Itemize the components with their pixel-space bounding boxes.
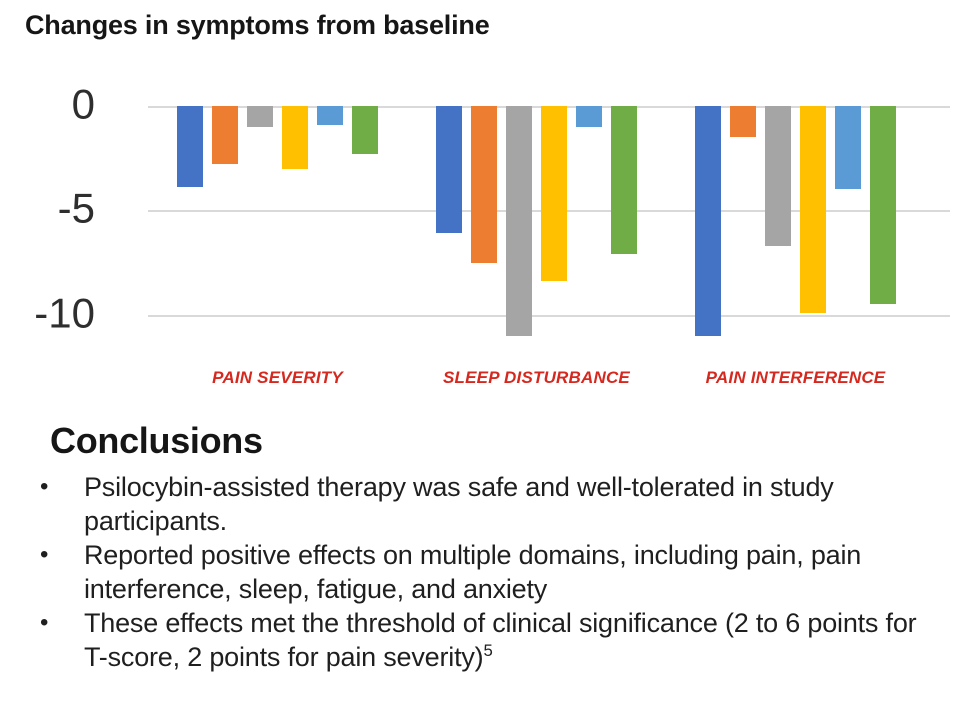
bar-series-2-orange-sleep-disturbance xyxy=(471,106,497,263)
bar-series-5-light-blue-sleep-disturbance xyxy=(576,106,602,127)
conclusion-bullet-3: • These effects met the threshold of clin… xyxy=(38,606,928,674)
bar-series-4-yellow-pain-severity xyxy=(282,106,308,169)
conclusions-bullet-list: • Psilocybin-assisted therapy was safe an… xyxy=(38,470,928,674)
bar-series-6-green-pain-severity xyxy=(352,106,378,154)
bar-group-pain-severity xyxy=(177,106,378,188)
bar-series-5-light-blue-pain-severity xyxy=(317,106,343,125)
bullet-marker: • xyxy=(40,609,49,636)
bar-series-5-light-blue-pain-interference xyxy=(835,106,861,190)
conclusion-bullet-1: • Psilocybin-assisted therapy was safe an… xyxy=(38,470,928,538)
bar-series-1-blue-sleep-disturbance xyxy=(436,106,462,234)
bar-series-3-gray-sleep-disturbance xyxy=(506,106,532,336)
category-label-pain-interference: PAIN INTERFERENCE xyxy=(705,368,886,387)
bar-series-1-blue-pain-interference xyxy=(695,106,721,336)
bar-series-6-green-pain-interference xyxy=(870,106,896,305)
category-label-sleep-disturbance: SLEEP DISTURBANCE xyxy=(443,368,630,387)
bullet-marker: • xyxy=(40,541,49,568)
bar-series-2-orange-pain-severity xyxy=(212,106,238,165)
bullet-text: These effects met the threshold of clini… xyxy=(84,608,917,672)
bar-series-1-blue-pain-severity xyxy=(177,106,203,188)
bar-group-pain-interference xyxy=(695,106,896,336)
bar-series-4-yellow-pain-interference xyxy=(800,106,826,313)
bullet-text: Reported positive effects on multiple do… xyxy=(84,540,862,604)
bar-chart-plot-area xyxy=(148,106,950,348)
bar-series-3-gray-pain-interference xyxy=(765,106,791,246)
y-axis-tick-label: 0 xyxy=(71,80,95,128)
y-axis-tick-label: -5 xyxy=(57,184,95,232)
bar-series-4-yellow-sleep-disturbance xyxy=(541,106,567,282)
bar-series-3-gray-pain-severity xyxy=(247,106,273,127)
x-axis-category-labels: PAIN SEVERITY SLEEP DISTURBANCE PAIN INTER… xyxy=(148,368,925,388)
chart-title: Changes in symptoms from baseline xyxy=(25,10,490,40)
conclusions-heading: Conclusions xyxy=(50,420,263,461)
y-axis-tick-labels: 0 -5 -10 xyxy=(0,83,100,346)
reference-superscript: 5 xyxy=(483,641,493,660)
bullet-text: Psilocybin-assisted therapy was safe and… xyxy=(84,472,834,536)
bar-series-2-orange-pain-interference xyxy=(730,106,756,138)
bullet-marker: • xyxy=(40,473,49,500)
conclusion-bullet-2: • Reported positive effects on multiple d… xyxy=(38,538,928,606)
bar-series-6-green-sleep-disturbance xyxy=(611,106,637,255)
bar-group-sleep-disturbance xyxy=(436,106,637,336)
category-label-pain-severity: PAIN SEVERITY xyxy=(212,368,343,387)
gridline-y-10 xyxy=(148,314,950,317)
y-axis-tick-label: -10 xyxy=(34,289,95,337)
